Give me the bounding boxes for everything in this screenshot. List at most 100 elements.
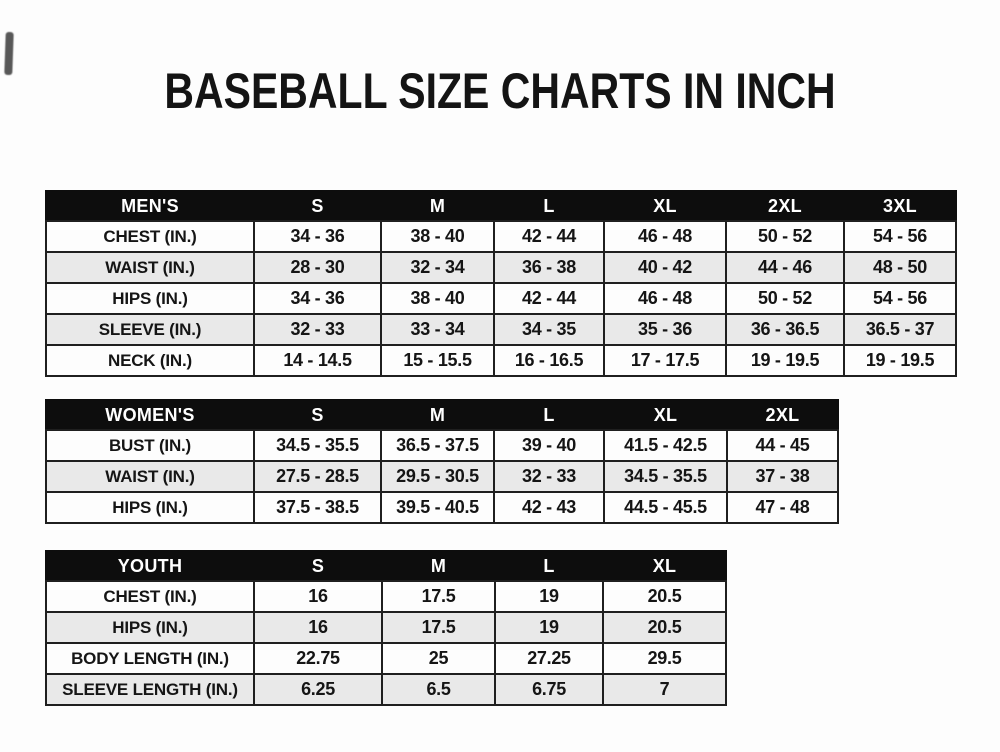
row-label-cell: WAIST (IN.) (45, 251, 255, 284)
table-row: BODY LENGTH (IN.) 22.75 25 27.25 29.5 (45, 642, 727, 675)
size-column-header: XL (603, 190, 727, 222)
value-cell: 35 - 36 (603, 313, 727, 346)
value-cell: 44.5 - 45.5 (603, 491, 728, 524)
row-label-cell: CHEST (IN.) (45, 220, 255, 253)
value-cell: 39.5 - 40.5 (380, 491, 495, 524)
table-header-row: MEN'S S M L XL 2XL 3XL (45, 190, 957, 222)
table-header-row: WOMEN'S S M L XL 2XL (45, 399, 839, 431)
value-cell: 15 - 15.5 (380, 344, 495, 377)
value-cell: 27.5 - 28.5 (253, 460, 382, 493)
size-column-header: S (253, 399, 382, 431)
row-label-cell: BODY LENGTH (IN.) (45, 642, 255, 675)
value-cell: 34 - 36 (253, 220, 382, 253)
value-cell: 40 - 42 (603, 251, 727, 284)
value-cell: 54 - 56 (843, 220, 957, 253)
table-row: CHEST (IN.) 34 - 36 38 - 40 42 - 44 46 - 48 5… (45, 220, 957, 253)
table-title-cell: YOUTH (45, 550, 255, 582)
value-cell: 27.25 (494, 642, 604, 675)
value-cell: 29.5 - 30.5 (380, 460, 495, 493)
table-title-cell: MEN'S (45, 190, 255, 222)
value-cell: 36.5 - 37 (843, 313, 957, 346)
value-cell: 36 - 36.5 (725, 313, 845, 346)
row-label-cell: BUST (IN.) (45, 429, 255, 462)
table-row: CHEST (IN.) 16 17.5 19 20.5 (45, 580, 727, 613)
size-column-header: M (381, 550, 496, 582)
row-label-cell: HIPS (IN.) (45, 611, 255, 644)
value-cell: 22.75 (253, 642, 383, 675)
table-row: SLEEVE (IN.) 32 - 33 33 - 34 34 - 35 35 - 36… (45, 313, 957, 346)
value-cell: 6.25 (253, 673, 383, 706)
value-cell: 34.5 - 35.5 (603, 460, 728, 493)
size-column-header: XL (602, 550, 727, 582)
value-cell: 44 - 45 (726, 429, 839, 462)
value-cell: 19 - 19.5 (843, 344, 957, 377)
size-table-womens: WOMEN'S S M L XL 2XL BUST (IN.) 34.5 - 35.5 36.… (45, 399, 839, 524)
value-cell: 54 - 56 (843, 282, 957, 315)
row-label-cell: HIPS (IN.) (45, 282, 255, 315)
size-table-mens: MEN'S S M L XL 2XL 3XL CHEST (IN.) 34 - 36 38 - … (45, 190, 957, 377)
row-label-cell: WAIST (IN.) (45, 460, 255, 493)
value-cell: 16 (253, 580, 383, 613)
value-cell: 48 - 50 (843, 251, 957, 284)
row-label-cell: HIPS (IN.) (45, 491, 255, 524)
value-cell: 36.5 - 37.5 (380, 429, 495, 462)
value-cell: 32 - 34 (380, 251, 495, 284)
value-cell: 38 - 40 (380, 220, 495, 253)
page-title: BASEBALL SIZE CHARTS IN INCH (164, 63, 836, 119)
value-cell: 50 - 52 (725, 282, 845, 315)
value-cell: 36 - 38 (493, 251, 605, 284)
table-row: HIPS (IN.) 37.5 - 38.5 39.5 - 40.5 42 - 43 4… (45, 491, 839, 524)
value-cell: 19 (494, 611, 604, 644)
value-cell: 17.5 (381, 611, 496, 644)
value-cell: 20.5 (602, 611, 727, 644)
value-cell: 37 - 38 (726, 460, 839, 493)
row-label-cell: CHEST (IN.) (45, 580, 255, 613)
value-cell: 17.5 (381, 580, 496, 613)
value-cell: 46 - 48 (603, 282, 727, 315)
row-label-cell: SLEEVE (IN.) (45, 313, 255, 346)
value-cell: 20.5 (602, 580, 727, 613)
table-row: BUST (IN.) 34.5 - 35.5 36.5 - 37.5 39 - 40 4… (45, 429, 839, 462)
value-cell: 37.5 - 38.5 (253, 491, 382, 524)
table-row: HIPS (IN.) 16 17.5 19 20.5 (45, 611, 727, 644)
value-cell: 19 (494, 580, 604, 613)
size-column-header: S (253, 550, 383, 582)
row-label-cell: SLEEVE LENGTH (IN.) (45, 673, 255, 706)
value-cell: 28 - 30 (253, 251, 382, 284)
value-cell: 19 - 19.5 (725, 344, 845, 377)
value-cell: 25 (381, 642, 496, 675)
value-cell: 33 - 34 (380, 313, 495, 346)
size-column-header: L (494, 550, 604, 582)
table-header-row: YOUTH S M L XL (45, 550, 727, 582)
table-row: HIPS (IN.) 34 - 36 38 - 40 42 - 44 46 - 48 50… (45, 282, 957, 315)
value-cell: 32 - 33 (253, 313, 382, 346)
value-cell: 38 - 40 (380, 282, 495, 315)
value-cell: 29.5 (602, 642, 727, 675)
value-cell: 6.75 (494, 673, 604, 706)
table-row: NECK (IN.) 14 - 14.5 15 - 15.5 16 - 16.5 17 … (45, 344, 957, 377)
size-column-header: L (493, 399, 605, 431)
value-cell: 16 (253, 611, 383, 644)
value-cell: 32 - 33 (493, 460, 605, 493)
size-column-header: XL (603, 399, 728, 431)
value-cell: 34 - 36 (253, 282, 382, 315)
table-title-cell: WOMEN'S (45, 399, 255, 431)
value-cell: 34.5 - 35.5 (253, 429, 382, 462)
value-cell: 44 - 46 (725, 251, 845, 284)
value-cell: 14 - 14.5 (253, 344, 382, 377)
value-cell: 42 - 44 (493, 282, 605, 315)
value-cell: 7 (602, 673, 727, 706)
table-row: SLEEVE LENGTH (IN.) 6.25 6.5 6.75 7 (45, 673, 727, 706)
row-label-cell: NECK (IN.) (45, 344, 255, 377)
table-row: WAIST (IN.) 28 - 30 32 - 34 36 - 38 40 - 42 4… (45, 251, 957, 284)
value-cell: 17 - 17.5 (603, 344, 727, 377)
size-column-header: M (380, 190, 495, 222)
table-row: WAIST (IN.) 27.5 - 28.5 29.5 - 30.5 32 - 33… (45, 460, 839, 493)
size-column-header: 2XL (725, 190, 845, 222)
size-column-header: 2XL (726, 399, 839, 431)
value-cell: 16 - 16.5 (493, 344, 605, 377)
stray-mark (4, 31, 14, 76)
value-cell: 6.5 (381, 673, 496, 706)
value-cell: 47 - 48 (726, 491, 839, 524)
